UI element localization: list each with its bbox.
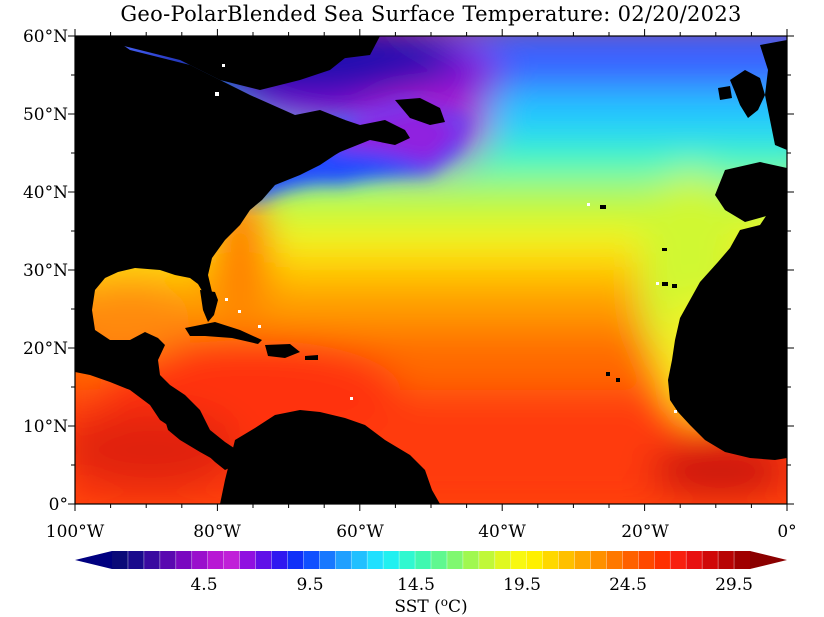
colorbar-cell <box>654 551 671 569</box>
lat-tick-label: 40°N <box>23 183 68 203</box>
colorbar-cell <box>351 551 368 569</box>
colorbar-tick-label: 24.5 <box>609 575 647 595</box>
colorbar-title: SST (oC) <box>394 595 467 617</box>
colorbar-cell <box>446 551 464 569</box>
colorbar-cell <box>494 551 512 569</box>
colorbar-cell <box>415 551 432 569</box>
colorbar-cell <box>686 551 703 569</box>
lon-tick-label: 100°W <box>46 522 105 542</box>
lat-tick-label: 30°N <box>23 261 68 281</box>
lon-tick-label: 80°W <box>193 522 241 542</box>
sst-field <box>75 36 787 504</box>
colorbar-cell <box>558 551 575 569</box>
colorbar-cell <box>159 551 177 569</box>
land-masses <box>75 36 787 504</box>
colorbar-cell <box>590 551 607 569</box>
lat-tick-label: 20°N <box>23 339 68 359</box>
colorbar-cell <box>526 551 544 569</box>
lat-tick-label: 0° <box>49 495 68 515</box>
lon-tick-label: 20°W <box>621 522 669 542</box>
lat-tick-label: 50°N <box>23 105 68 125</box>
colorbar-cell <box>175 551 193 569</box>
colorbar-cell <box>462 551 480 569</box>
lat-tick-label: 60°N <box>23 27 68 47</box>
colorbar-cell <box>207 551 225 569</box>
colorbar-cell <box>319 551 336 569</box>
lon-tick-label: 0° <box>777 522 796 542</box>
colorbar-tick-label: 29.5 <box>715 575 753 595</box>
colorbar-cell <box>271 551 288 569</box>
colorbar-cell <box>574 551 591 569</box>
colorbar-cell <box>510 551 528 569</box>
colorbar-cell <box>702 551 719 569</box>
colorbar-cell <box>638 551 655 569</box>
colorbar-cell <box>383 551 400 569</box>
colorbar-cell <box>431 551 448 569</box>
missing-data <box>215 64 677 413</box>
colorbar-cell <box>622 551 639 569</box>
colorbar-cell <box>670 551 687 569</box>
map-title: Geo-PolarBlended Sea Surface Temperature… <box>120 2 742 26</box>
lon-tick-label: 60°W <box>336 522 384 542</box>
colorbar-cell <box>718 551 735 569</box>
colorbar-tick-label: 4.5 <box>190 575 217 595</box>
colorbar-cell <box>112 551 129 569</box>
tick-marks <box>68 29 794 511</box>
colorbar: 4.5 9.5 14.5 19.5 24.5 29.5 SST (oC) <box>75 551 787 617</box>
colorbar-cell <box>542 551 559 569</box>
lon-tick-label: 40°W <box>478 522 526 542</box>
colorbar-cell <box>606 551 623 569</box>
colorbar-cell <box>127 551 145 569</box>
colorbar-cell <box>399 551 416 569</box>
colorbar-cell <box>287 551 304 569</box>
lat-axis: 0° 10°N 20°N 30°N 40°N 50°N 60°N <box>23 27 68 515</box>
colorbar-cell <box>143 551 161 569</box>
colorbar-cell <box>367 551 384 569</box>
colorbar-tick-label: 19.5 <box>503 575 541 595</box>
colorbar-cell <box>239 551 256 569</box>
colorbar-high-arrow <box>750 551 787 569</box>
colorbar-low-arrow <box>75 551 112 569</box>
colorbar-cell <box>335 551 352 569</box>
colorbar-cell <box>191 551 209 569</box>
colorbar-cell <box>478 551 496 569</box>
colorbar-tick-label: 9.5 <box>296 575 323 595</box>
colorbar-cell <box>223 551 240 569</box>
lon-axis: 100°W 80°W 60°W 40°W 20°W 0° <box>46 522 797 542</box>
colorbar-cell <box>255 551 272 569</box>
colorbar-tick-label: 14.5 <box>397 575 435 595</box>
lat-tick-label: 10°N <box>23 417 68 437</box>
colorbar-cell <box>734 551 751 569</box>
colorbar-cell <box>303 551 320 569</box>
